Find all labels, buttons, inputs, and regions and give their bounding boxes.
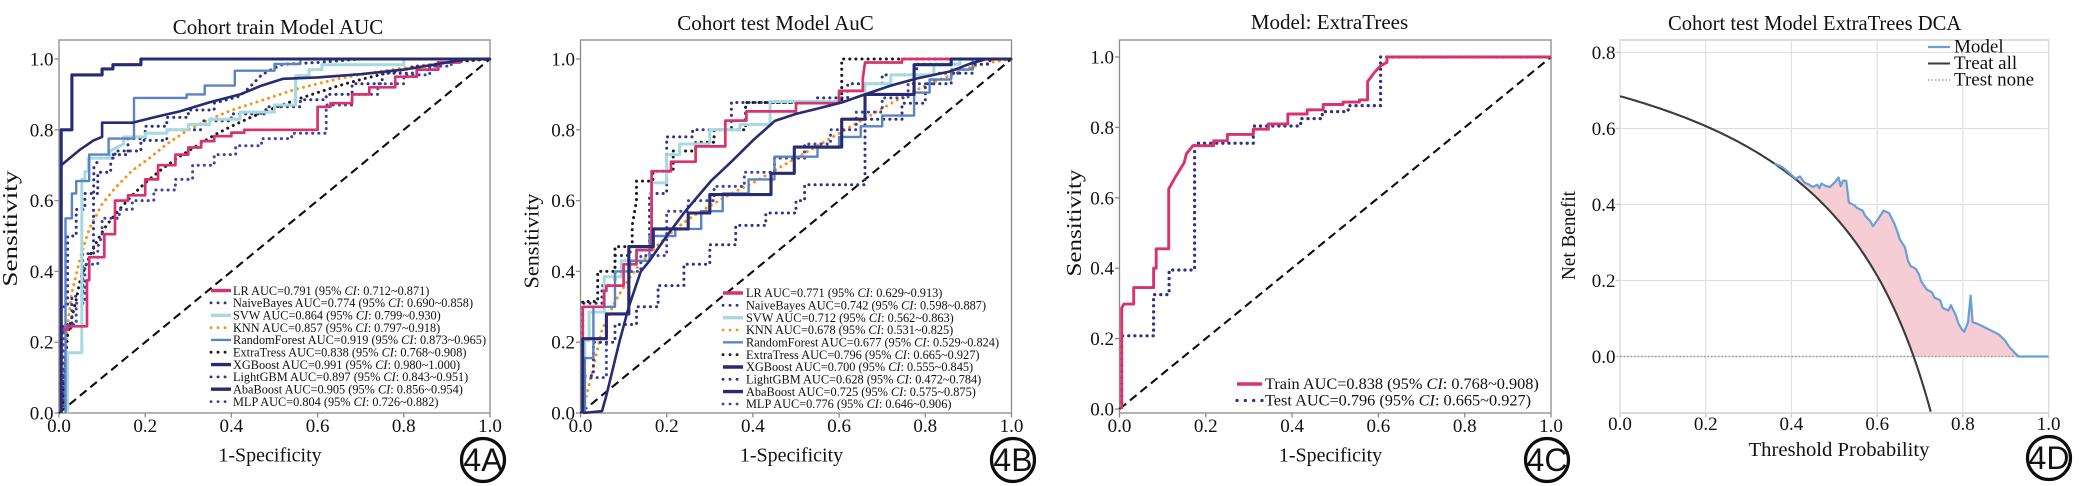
svg-text:SVW AUC=0.864 (95% CI: 0.799~0: SVW AUC=0.864 (95% CI: 0.799~0.930): [233, 309, 441, 323]
svg-text:0.0: 0.0: [1592, 347, 1616, 368]
svg-text:LR AUC=0.791 (95% CI: 0.712~0.: LR AUC=0.791 (95% CI: 0.712~0.871): [233, 284, 429, 298]
svg-text:0.8: 0.8: [913, 416, 937, 437]
svg-text:AbaBoost AUC=0.905 (95% CI: 0.: AbaBoost AUC=0.905 (95% CI: 0.856~0.954): [233, 382, 463, 396]
svg-text:LightGBM AUC=0.897 (95% CI: 0.: LightGBM AUC=0.897 (95% CI: 0.843~0.951): [233, 370, 468, 384]
svg-text:4B: 4B: [993, 442, 1032, 478]
svg-text:0.0: 0.0: [551, 404, 575, 425]
svg-text:0.6: 0.6: [306, 416, 330, 437]
svg-text:0.4: 0.4: [30, 262, 54, 283]
svg-text:Model: Model: [1954, 37, 2004, 58]
svg-text:0.6: 0.6: [1865, 414, 1889, 435]
svg-text:0.8: 0.8: [1090, 118, 1114, 139]
svg-text:0.2: 0.2: [655, 416, 679, 437]
svg-text:ExtraTress AUC=0.838 (95% CI:: ExtraTress AUC=0.838 (95% CI: 0.768~0.90…: [233, 345, 466, 359]
svg-text:0.6: 0.6: [1090, 188, 1114, 209]
svg-text:1.0: 1.0: [1539, 416, 1563, 437]
svg-text:0.0: 0.0: [1108, 416, 1132, 437]
svg-text:0.4: 0.4: [551, 262, 575, 283]
svg-text:0.4: 0.4: [1780, 414, 1804, 435]
svg-text:1.0: 1.0: [1000, 416, 1024, 437]
svg-text:AbaBoost AUC=0.725 (95% CI: 0.: AbaBoost AUC=0.725 (95% CI: 0.575~0.875): [746, 385, 976, 399]
svg-text:4C: 4C: [1527, 442, 1568, 478]
svg-text:1.0: 1.0: [551, 50, 575, 71]
svg-text:0.4: 0.4: [1592, 195, 1616, 216]
svg-text:Net Benefit: Net Benefit: [1558, 191, 1580, 280]
svg-text:0.2: 0.2: [30, 333, 54, 354]
svg-text:KNN AUC=0.857 (95% CI: 0.797~0: KNN AUC=0.857 (95% CI: 0.797~0.918): [233, 321, 440, 335]
svg-text:1-Specificity: 1-Specificity: [740, 445, 843, 467]
svg-text:Trest none: Trest none: [1954, 70, 2034, 91]
svg-text:0.4: 0.4: [1280, 416, 1304, 437]
svg-text:XGBoost AUC=0.991 (95% CI: 0.9: XGBoost AUC=0.991 (95% CI: 0.980~1.000): [233, 358, 460, 372]
svg-text:0.2: 0.2: [1592, 271, 1616, 292]
svg-text:0.8: 0.8: [392, 416, 416, 437]
svg-text:RandomForest AUC=0.677 (95% CI: RandomForest AUC=0.677 (95% CI: 0.529~0.…: [746, 336, 999, 350]
svg-text:Train AUC=0.838 (95% CI: 0.768: Train AUC=0.838 (95% CI: 0.768~0.908): [1265, 374, 1539, 393]
svg-text:0.2: 0.2: [1090, 329, 1114, 350]
svg-text:1.0: 1.0: [2037, 414, 2061, 435]
svg-text:Test AUC=0.796 (95% CI: 0.665~: Test AUC=0.796 (95% CI: 0.665~0.927): [1265, 391, 1531, 410]
svg-text:1.0: 1.0: [30, 50, 54, 71]
svg-text:0.0: 0.0: [30, 404, 54, 425]
svg-text:4A: 4A: [463, 442, 503, 478]
svg-text:0.0: 0.0: [569, 416, 593, 437]
svg-text:Model: ExtraTrees: Model: ExtraTrees: [1251, 10, 1408, 34]
svg-text:Sensitivity: Sensitivity: [1062, 169, 1086, 277]
svg-text:Sensitivity: Sensitivity: [520, 193, 544, 289]
svg-text:0.4: 0.4: [1090, 259, 1114, 280]
svg-text:Threshold Probability: Threshold Probability: [1749, 439, 1930, 461]
svg-text:SVW AUC=0.712 (95% CI: 0.562~0: SVW AUC=0.712 (95% CI: 0.562~0.863): [746, 311, 954, 325]
svg-text:NaiveBayes AUC=0.742 (95% CI:: NaiveBayes AUC=0.742 (95% CI: 0.598~0.88…: [746, 299, 986, 313]
svg-text:Sensitivity: Sensitivity: [0, 170, 22, 287]
svg-text:0.2: 0.2: [1694, 414, 1718, 435]
svg-text:0.6: 0.6: [1367, 416, 1391, 437]
svg-text:MLP AUC=0.804 (95% CI: 0.726~0: MLP AUC=0.804 (95% CI: 0.726~0.882): [233, 395, 438, 409]
svg-text:0.6: 0.6: [551, 191, 575, 212]
svg-text:KNN AUC=0.678 (95% CI: 0.531~0: KNN AUC=0.678 (95% CI: 0.531~0.825): [746, 323, 953, 337]
svg-text:0.0: 0.0: [1090, 400, 1114, 421]
svg-text:0.6: 0.6: [827, 416, 851, 437]
svg-text:Cohort test Model ExtraTrees D: Cohort test Model ExtraTrees DCA: [1668, 13, 1961, 35]
svg-text:Treat all: Treat all: [1954, 53, 2017, 74]
svg-text:RandomForest AUC=0.919 (95% CI: RandomForest AUC=0.919 (95% CI: 0.873~0.…: [233, 333, 486, 347]
svg-text:XGBoost AUC=0.700 (95% CI: 0.5: XGBoost AUC=0.700 (95% CI: 0.555~0.845): [746, 360, 973, 374]
svg-text:0.8: 0.8: [1592, 43, 1616, 64]
svg-text:MLP AUC=0.776 (95% CI: 0.646~0: MLP AUC=0.776 (95% CI: 0.646~0.906): [746, 397, 951, 411]
svg-text:0.8: 0.8: [1453, 416, 1477, 437]
svg-text:0.0: 0.0: [1608, 414, 1632, 435]
svg-text:1-Specificity: 1-Specificity: [218, 445, 321, 467]
svg-text:0.8: 0.8: [551, 120, 575, 141]
svg-text:0.2: 0.2: [1194, 416, 1218, 437]
svg-text:0.8: 0.8: [30, 120, 54, 141]
svg-text:LR AUC=0.771 (95% CI: 0.629~0.: LR AUC=0.771 (95% CI: 0.629~0.913): [746, 286, 942, 300]
svg-text:1-Specificity: 1-Specificity: [1279, 445, 1382, 467]
svg-text:0.4: 0.4: [741, 416, 765, 437]
svg-text:NaiveBayes AUC=0.774 (95% CI:: NaiveBayes AUC=0.774 (95% CI: 0.690~0.85…: [233, 296, 473, 310]
svg-text:0.6: 0.6: [30, 191, 54, 212]
svg-text:ExtraTress AUC=0.796 (95% CI:: ExtraTress AUC=0.796 (95% CI: 0.665~0.92…: [746, 348, 979, 362]
svg-text:Cohort test Model AuC: Cohort test Model AuC: [677, 11, 874, 35]
svg-text:LightGBM AUC=0.628 (95% CI: 0.: LightGBM AUC=0.628 (95% CI: 0.472~0.784): [746, 373, 981, 387]
svg-text:0.0: 0.0: [47, 416, 71, 437]
svg-text:0.6: 0.6: [1592, 119, 1616, 140]
svg-text:1.0: 1.0: [478, 416, 502, 437]
svg-text:0.2: 0.2: [133, 416, 157, 437]
svg-text:0.4: 0.4: [220, 416, 244, 437]
svg-text:4D: 4D: [2029, 440, 2070, 476]
svg-text:Cohort train Model AUC: Cohort train Model AUC: [173, 15, 384, 39]
svg-text:1.0: 1.0: [1090, 48, 1114, 69]
svg-text:0.2: 0.2: [551, 333, 575, 354]
svg-text:0.8: 0.8: [1951, 414, 1975, 435]
